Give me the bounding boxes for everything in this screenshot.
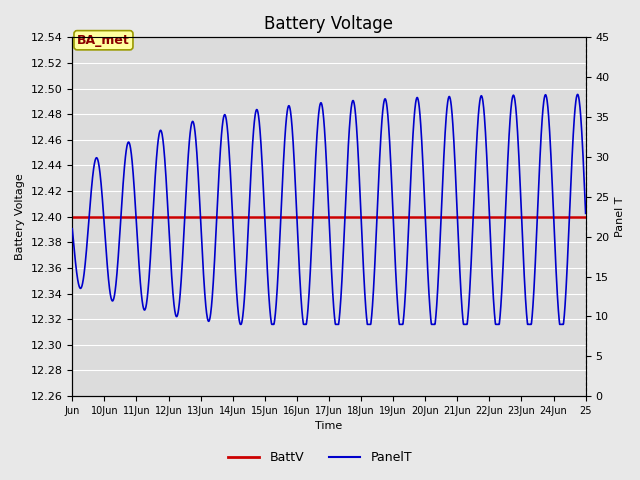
Y-axis label: Battery Voltage: Battery Voltage xyxy=(15,173,25,260)
X-axis label: Time: Time xyxy=(316,421,342,432)
Y-axis label: Panel T: Panel T xyxy=(615,196,625,237)
Legend: BattV, PanelT: BattV, PanelT xyxy=(223,446,417,469)
Text: BA_met: BA_met xyxy=(77,34,130,47)
Title: Battery Voltage: Battery Voltage xyxy=(264,15,394,33)
